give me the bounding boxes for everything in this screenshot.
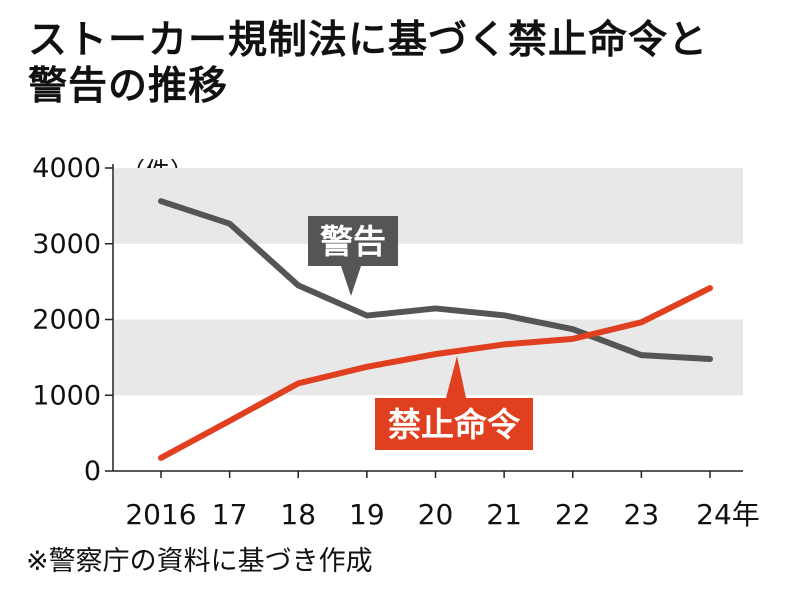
callout-label: 警告 [320,222,386,261]
series-lines [158,198,713,461]
x-tick-label: 18 [280,498,316,531]
callout-box [375,398,533,450]
callout-pointer [341,266,361,296]
line-chart: 0 1000 2000 3000 4000 2016 17 18 19 20 21 22 23 24年 警… [32,153,760,531]
y-tick-label: 1000 [32,380,101,411]
x-tick-label: 19 [349,498,385,531]
callout-pointer [446,356,466,398]
x-tick-label: 24年 [696,498,760,531]
warning-callout: 警告 [308,216,398,296]
x-tick-label: 17 [212,498,248,531]
chart-title: ストーカー規制法に基づく禁止命令と 警告の推移 [28,18,708,110]
callout-box [308,216,398,266]
source-note: ※警察庁の資料に基づき作成 [26,546,373,577]
background-bands [113,168,743,396]
tick-labels: 0 1000 2000 3000 4000 2016 17 18 19 20 21 22 23 24年 [32,153,760,531]
prohibition-callout: 禁止命令 [375,356,533,450]
x-tick-label: 2016 [125,498,196,531]
chart-title-line2: 警告の推移 [28,64,229,109]
y-tick-label: 2000 [32,305,101,336]
x-tick-label: 21 [486,498,522,531]
y-tick-label: 0 [84,456,101,487]
grid-band-2 [113,168,743,244]
x-tick-label: 20 [418,498,454,531]
x-tick-label: 23 [624,498,660,531]
axes [105,164,743,478]
chart-title-line1: ストーカー規制法に基づく禁止命令と [28,18,709,63]
x-tick-label: 22 [555,498,591,531]
y-tick-label: 3000 [32,229,101,260]
callout-label: 禁止命令 [388,405,521,444]
y-tick-label: 4000 [32,153,101,184]
